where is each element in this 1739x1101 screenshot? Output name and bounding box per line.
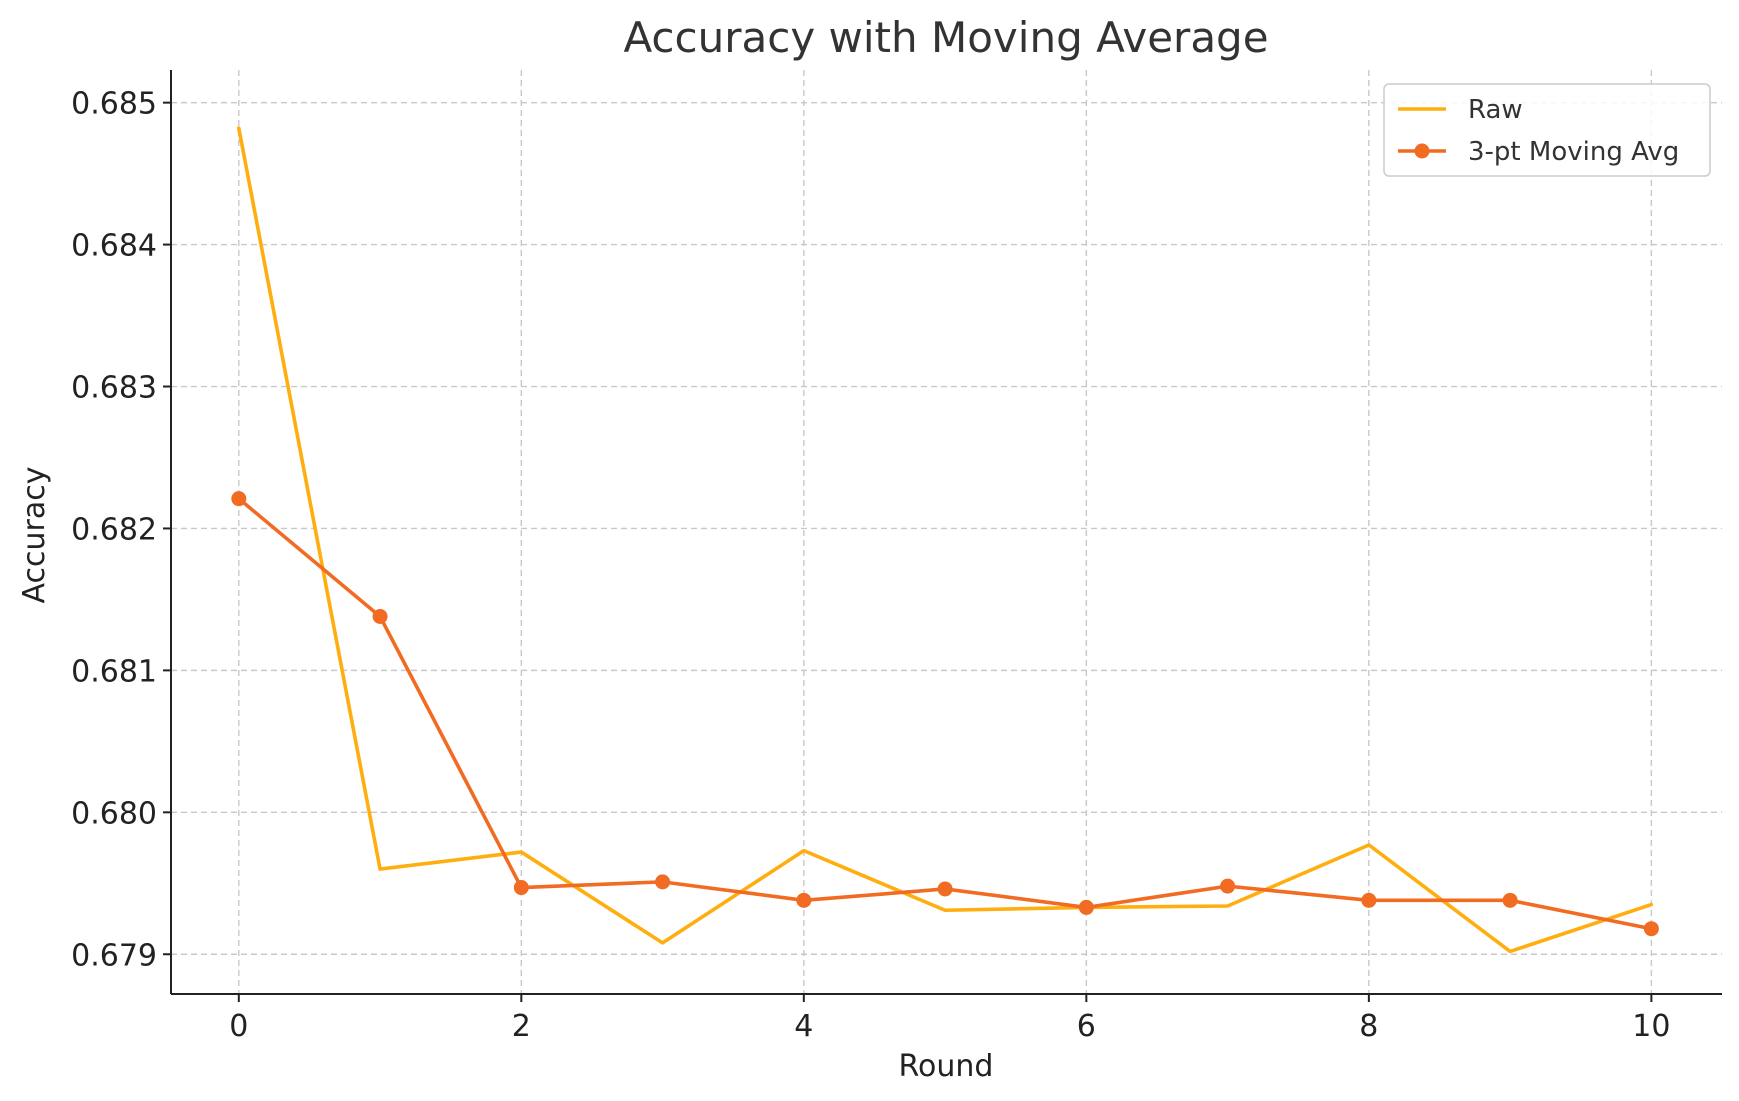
y-tick-label: 0.684: [71, 229, 157, 264]
y-tick-label: 0.683: [71, 371, 157, 406]
x-tick-label: 6: [1077, 1009, 1096, 1044]
y-axis-label: Accuracy: [17, 467, 52, 604]
x-tick-label: 2: [512, 1009, 531, 1044]
data-point-3-pt-moving-avg: [937, 881, 953, 897]
y-tick-label: 0.682: [71, 512, 157, 547]
x-tick-label: 10: [1632, 1009, 1670, 1044]
axis-ticks: 0 2 4 6 8 10 0.679 0.680 0.681 0.682 0.683 0.684 0.6…: [71, 87, 1670, 1044]
data-point-3-pt-moving-avg: [1643, 921, 1659, 937]
data-point-3-pt-moving-avg: [655, 874, 671, 890]
data-point-3-pt-moving-avg: [1361, 892, 1377, 908]
legend: Raw 3-pt Moving Avg: [1383, 83, 1711, 177]
series-layer: [231, 126, 1659, 954]
y-tick-label: 0.680: [71, 796, 157, 831]
data-point-3-pt-moving-avg: [1078, 899, 1094, 915]
legend-label-raw: Raw: [1468, 95, 1523, 125]
y-tick-label: 0.685: [71, 87, 157, 122]
data-point-3-pt-moving-avg: [1220, 878, 1236, 894]
y-tick-label: 0.679: [71, 938, 157, 973]
data-point-3-pt-moving-avg: [231, 491, 247, 507]
data-point-3-pt-moving-avg: [796, 892, 812, 908]
x-tick-label: 8: [1359, 1009, 1378, 1044]
y-tick-label: 0.681: [71, 654, 157, 689]
chart-title: Accuracy with Moving Average: [623, 13, 1268, 62]
x-tick-label: 4: [794, 1009, 813, 1044]
x-axis-label: Round: [899, 1049, 994, 1084]
series-line-raw: [237, 126, 1654, 954]
gridlines: [171, 70, 1722, 994]
x-tick-label: 0: [229, 1009, 248, 1044]
data-point-3-pt-moving-avg: [372, 608, 388, 624]
data-point-3-pt-moving-avg: [513, 880, 529, 896]
data-point-3-pt-moving-avg: [1502, 892, 1518, 908]
series-line-3-pt-moving-avg: [237, 496, 1654, 931]
legend-box: [1383, 83, 1711, 177]
series-3-pt-moving-avg: [231, 491, 1659, 937]
legend-marker-3-pt-moving-avg: [1414, 143, 1430, 159]
series-raw: [237, 126, 1654, 954]
legend-label-3-pt-moving-avg: 3-pt Moving Avg: [1468, 137, 1679, 167]
